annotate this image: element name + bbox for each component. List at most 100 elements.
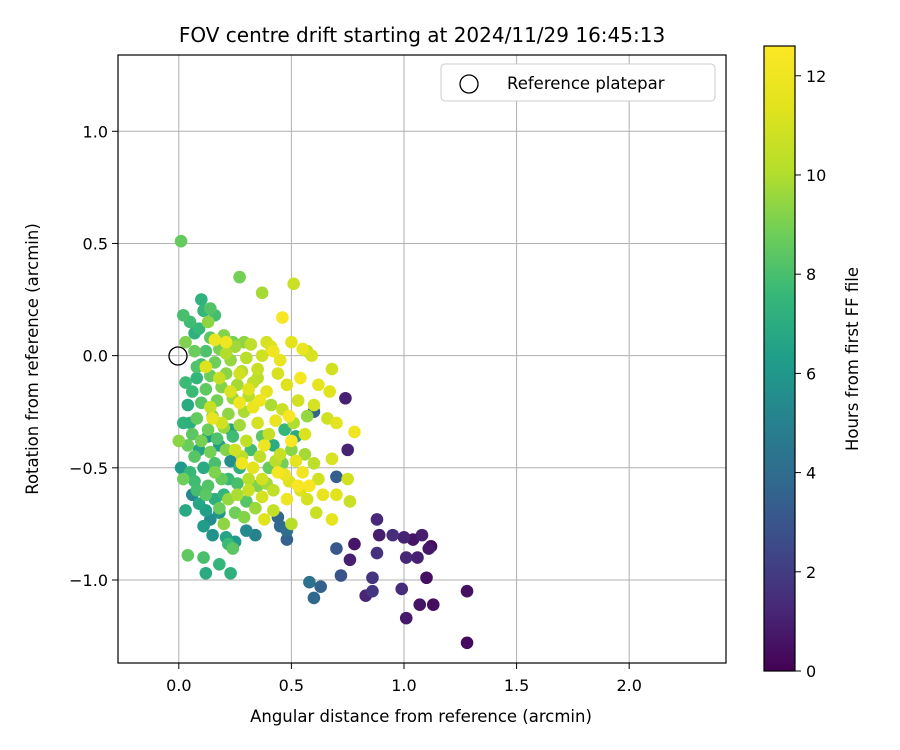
data-point — [370, 513, 384, 526]
data-point — [210, 432, 224, 445]
data-point — [280, 378, 294, 392]
data-point — [267, 504, 280, 517]
data-point — [296, 342, 309, 356]
y-axis-ticks: −1.0 −0.5 0.0 0.5 1.0 — [69, 122, 118, 590]
data-point — [287, 277, 300, 291]
x-tick-label: 1.0 — [391, 676, 416, 695]
reference-platepar-marker — [168, 346, 188, 366]
colorbar-tick-label: 2 — [806, 563, 816, 582]
y-tick-label: −0.5 — [69, 459, 108, 478]
data-point — [249, 501, 262, 515]
data-point — [208, 333, 222, 347]
data-point — [291, 479, 305, 493]
data-point — [255, 349, 269, 362]
colorbar-tick-label: 12 — [806, 67, 826, 86]
data-point — [237, 510, 251, 524]
data-point — [307, 457, 321, 470]
data-point — [179, 376, 192, 389]
plot-frame — [117, 54, 727, 664]
data-point — [330, 542, 343, 555]
data-point — [204, 400, 217, 414]
data-point — [192, 497, 206, 511]
data-point — [251, 362, 264, 376]
data-point — [253, 450, 267, 463]
data-point — [339, 391, 352, 405]
data-point — [177, 472, 190, 486]
y-tick-label: 0.0 — [83, 347, 108, 366]
data-point — [197, 551, 210, 564]
data-point — [199, 382, 213, 396]
data-point — [415, 528, 429, 542]
data-point — [262, 427, 276, 441]
data-point — [258, 513, 271, 526]
colorbar-tick-label: 10 — [806, 166, 826, 185]
data-point — [244, 338, 258, 351]
colorbar-tick-label: 4 — [806, 464, 816, 483]
data-point — [213, 501, 226, 515]
data-point — [206, 528, 219, 542]
data-point — [219, 443, 233, 457]
data-point — [411, 551, 424, 564]
data-point — [420, 571, 433, 585]
data-point — [307, 591, 321, 605]
colorbar-gradient — [763, 45, 796, 672]
data-point — [285, 517, 298, 531]
data-point — [282, 409, 296, 423]
data-point — [397, 531, 411, 544]
data-point — [224, 454, 237, 468]
data-point — [307, 398, 321, 412]
data-point — [341, 472, 354, 486]
data-point — [204, 302, 217, 315]
data-point — [309, 506, 323, 519]
y-tick-label: 0.5 — [83, 234, 108, 253]
data-point — [330, 416, 343, 430]
data-point — [172, 434, 186, 448]
data-point — [285, 443, 298, 457]
data-point — [330, 470, 343, 484]
legend-entry-label: Reference platepar — [507, 74, 665, 93]
data-point — [399, 551, 413, 564]
data-point — [190, 360, 204, 374]
data-point — [296, 465, 309, 479]
data-point — [224, 566, 237, 580]
data-point — [312, 472, 325, 486]
y-tick-label: −1.0 — [69, 571, 108, 590]
data-point — [177, 416, 190, 430]
data-point — [204, 445, 217, 459]
data-point — [258, 439, 271, 452]
data-point — [190, 371, 204, 385]
data-point — [206, 412, 219, 425]
data-point — [253, 394, 267, 407]
data-point — [192, 322, 206, 336]
data-point — [179, 335, 192, 349]
data-point — [174, 234, 188, 248]
data-point — [285, 434, 298, 448]
colorbar-tick-label: 8 — [806, 265, 816, 284]
data-point — [334, 569, 348, 582]
data-points — [172, 234, 474, 650]
data-point — [233, 367, 246, 380]
data-point — [422, 542, 436, 555]
data-point — [280, 533, 294, 546]
colorbar-tick-label: 6 — [806, 364, 816, 383]
data-point — [224, 385, 237, 398]
data-point — [208, 465, 222, 479]
data-point — [213, 557, 226, 571]
data-point — [460, 584, 474, 598]
data-point — [291, 394, 305, 407]
data-point — [199, 488, 213, 502]
data-point — [251, 416, 264, 430]
data-point — [264, 398, 278, 412]
chart-title: FOV centre drift starting at 2024/11/29 … — [179, 23, 665, 47]
data-point — [197, 519, 210, 533]
data-point — [228, 443, 242, 457]
data-point — [240, 351, 253, 365]
data-point — [325, 452, 339, 466]
data-point — [366, 584, 379, 598]
data-point — [246, 461, 260, 475]
data-point — [267, 483, 280, 497]
data-point — [240, 434, 253, 448]
data-point — [348, 537, 361, 551]
data-point — [199, 566, 213, 580]
colorbar-tick-label: 0 — [806, 662, 816, 681]
